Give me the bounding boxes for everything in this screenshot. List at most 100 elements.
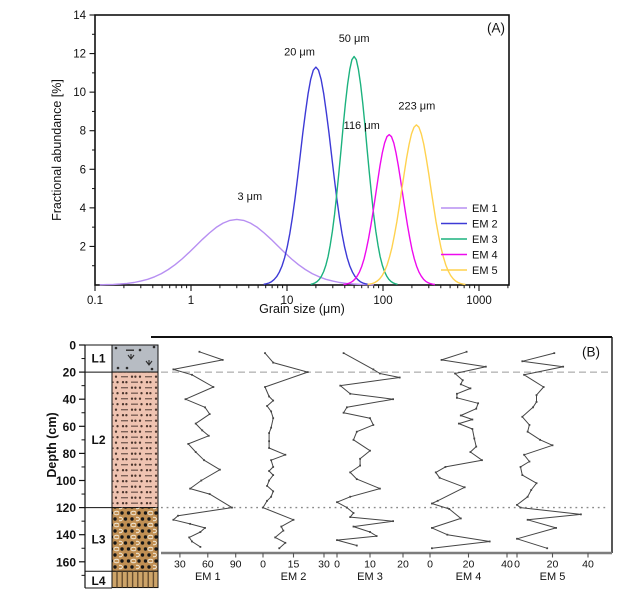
em5-data-point: [516, 503, 518, 506]
em3-axis-tick-label: 20: [397, 559, 409, 571]
em2-peak-label: 20 μm: [284, 47, 315, 59]
em2-data-point: [268, 440, 270, 443]
em4-data-point: [473, 437, 476, 440]
em5-axis-tick-label: 40: [582, 559, 594, 571]
em1-data-point: [231, 506, 233, 509]
l1-root-symbol: [127, 354, 135, 360]
em4-data-point: [465, 350, 468, 353]
em3-data-point: [352, 525, 355, 528]
em1-data-point: [204, 527, 206, 529]
em1-data-point: [221, 359, 224, 361]
em2-data-point: [272, 490, 275, 493]
em3-data-point: [379, 372, 381, 375]
em5-data-point: [528, 424, 531, 426]
em3-axis-tick-label: 0: [334, 559, 340, 571]
em4-data-point: [488, 540, 491, 543]
panel-b-y-axis-title: Depth (cm): [45, 412, 59, 478]
em2-data-point: [278, 547, 281, 550]
em3-data-point: [336, 501, 338, 504]
em5-data-point: [553, 352, 556, 355]
em5-data-point: [519, 506, 522, 509]
em3-data-point: [339, 384, 342, 387]
em2-axis-tick-label: 30: [318, 559, 330, 571]
em2-data-point: [270, 426, 273, 429]
depth-tick-label: 40: [63, 393, 77, 407]
em1-axis-tick-label: 90: [230, 559, 242, 571]
strat-layer-label-l1: L1: [91, 352, 105, 366]
em5-data-point: [521, 474, 524, 476]
em2-depth-profile: [262, 352, 309, 549]
em4-data-point: [457, 422, 460, 425]
em2-data-point: [270, 495, 273, 498]
em3-data-point: [369, 417, 371, 420]
em3-data-point: [336, 539, 338, 542]
em3-data-point: [369, 531, 371, 533]
legend-label-em3: EM 3: [472, 234, 498, 246]
depth-tick-label: 60: [63, 420, 77, 434]
strat-layer-label-l2: L2: [91, 433, 105, 447]
em5-data-point: [528, 460, 531, 463]
em5-data-point: [580, 513, 582, 516]
em1-data-point: [207, 434, 210, 437]
em2-data-point: [268, 395, 270, 398]
em5-data-point: [562, 365, 565, 368]
em5-axis-name: EM 5: [540, 571, 566, 583]
em4-axis-tick-label: 20: [463, 559, 475, 571]
em2-axis-name: EM 2: [281, 571, 307, 583]
em1-depth-profile: [172, 351, 233, 548]
em4-data-point: [436, 499, 439, 502]
em5-data-point: [535, 394, 538, 397]
em1-data-point: [172, 368, 175, 371]
em3-data-point: [398, 376, 401, 379]
legend-label-em5: EM 5: [472, 265, 498, 277]
em2-data-point: [284, 541, 287, 544]
panel-a-x-axis-title: Grain size (μm): [259, 302, 345, 316]
panel-a-y-tick-label: 4: [80, 203, 87, 215]
l1-dot: [116, 366, 120, 370]
em5-data-point: [521, 415, 524, 418]
em1-axis-tick-label: 60: [202, 559, 214, 571]
panel-a-y-tick-label: 6: [80, 164, 86, 176]
em5-axis-tick-label: 20: [547, 559, 559, 571]
em1-data-point: [172, 518, 175, 521]
em5-data-point: [523, 373, 525, 376]
em4-data-point: [438, 476, 441, 479]
em3-data-point: [342, 411, 345, 414]
em4-data-point: [475, 445, 478, 448]
em1-data-point: [194, 451, 197, 453]
em2-data-point: [268, 470, 270, 472]
em2-data-point: [268, 447, 270, 449]
em3-data-point: [349, 392, 352, 395]
em2-data-point: [268, 479, 270, 482]
em4-data-point: [469, 451, 472, 453]
em5-data-point: [521, 360, 524, 363]
em2-data-point: [270, 459, 273, 462]
em4-data-point: [481, 459, 483, 462]
em5-data-point: [535, 401, 538, 403]
em4-data-point: [475, 407, 478, 410]
em2-data-point: [272, 361, 275, 364]
em3-data-point: [359, 464, 361, 467]
em4-data-point: [431, 527, 433, 529]
em5-peak-label: 223 μm: [398, 101, 435, 113]
em4-data-point: [448, 508, 451, 510]
em2-distribution-curve: [263, 66, 369, 285]
em4-axis-tick-label: 0: [427, 559, 433, 571]
em2-data-point: [284, 453, 287, 456]
em2-data-point: [266, 405, 268, 407]
em2-data-point: [262, 506, 264, 509]
em1-data-point: [194, 422, 197, 425]
em4-data-point: [484, 365, 487, 368]
depth-tick-label: 80: [63, 447, 77, 461]
em4-data-point: [463, 486, 466, 489]
em1-data-point: [208, 493, 211, 495]
em5-data-point: [535, 482, 538, 485]
em4-data-point: [431, 547, 433, 550]
em2-data-point: [274, 536, 277, 539]
em4-data-point: [456, 392, 458, 395]
em3-data-point: [352, 438, 355, 441]
em1-data-point: [199, 531, 202, 533]
em4-data-point: [471, 428, 474, 430]
